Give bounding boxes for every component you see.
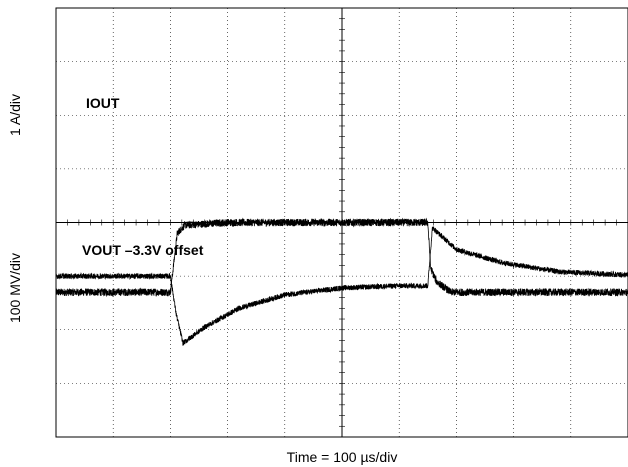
iout-label: IOUT <box>86 95 120 111</box>
y-axis-label-top: 1 A/div <box>7 94 23 136</box>
vout-label: VOUT –3.3V offset <box>82 242 204 258</box>
traces <box>55 217 628 346</box>
trace-labels: IOUT VOUT –3.3V offset <box>82 95 204 258</box>
y-axis-label-bottom: 100 MV/div <box>7 253 23 323</box>
x-axis-label: Time = 100 µs/div <box>287 449 398 465</box>
iout-trace <box>55 217 628 298</box>
vout-trace <box>55 226 628 346</box>
